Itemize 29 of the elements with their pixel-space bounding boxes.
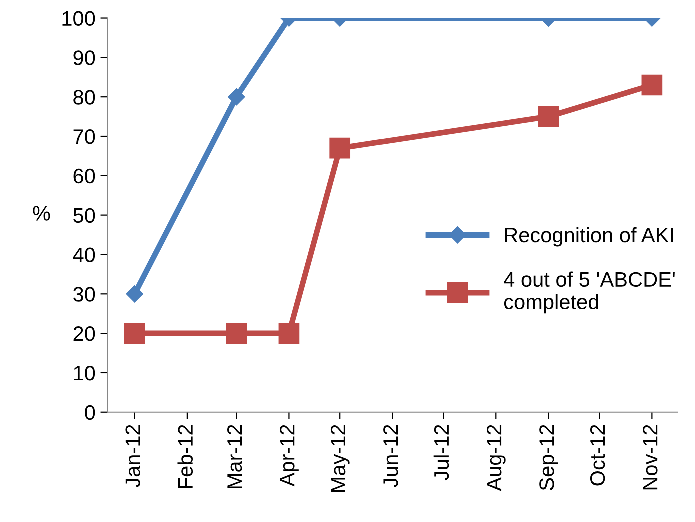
y-tick-label: 80 (74, 90, 96, 105)
x-tick-label: Nov-12 (643, 425, 658, 490)
legend-label: 4 out of 5 'ABCDE' completed (504, 272, 675, 314)
y-tick-label: 100 (62, 11, 96, 26)
x-tick-label: Sep-12 (540, 425, 558, 490)
x-tick-label: Jul-12 (434, 425, 450, 481)
y-tick-label: 40 (73, 248, 96, 262)
point (124, 323, 146, 344)
y-tick-label: 20 (74, 326, 96, 342)
point (126, 286, 144, 303)
x-tick-label: Aug-12 (486, 425, 506, 492)
y-tick-label: 30 (74, 287, 96, 302)
x-tick-label: Apr-12 (280, 425, 299, 487)
point (278, 323, 300, 344)
y-tick-label: 60 (74, 168, 96, 184)
x-tick-label: Oct-12 (590, 425, 606, 486)
x-tick-label: Feb-12 (178, 425, 194, 488)
y-tick-label: 50 (74, 208, 96, 224)
legend-label: Recognition of AKI (505, 227, 674, 247)
x-tick-label: May-12 (330, 425, 350, 492)
x-tick-label: Jun-12 (384, 425, 398, 488)
y-tick-label: 70 (74, 130, 96, 144)
y-tick-label: 90 (74, 50, 96, 66)
y-axis-title: % (33, 206, 50, 221)
x-tick-label: Jan-12 (126, 425, 140, 488)
y-tick-label: 10 (74, 366, 96, 381)
x-tick-label: Mar-12 (227, 425, 242, 488)
point (226, 323, 248, 344)
y-tick-label: 0 (85, 405, 96, 420)
